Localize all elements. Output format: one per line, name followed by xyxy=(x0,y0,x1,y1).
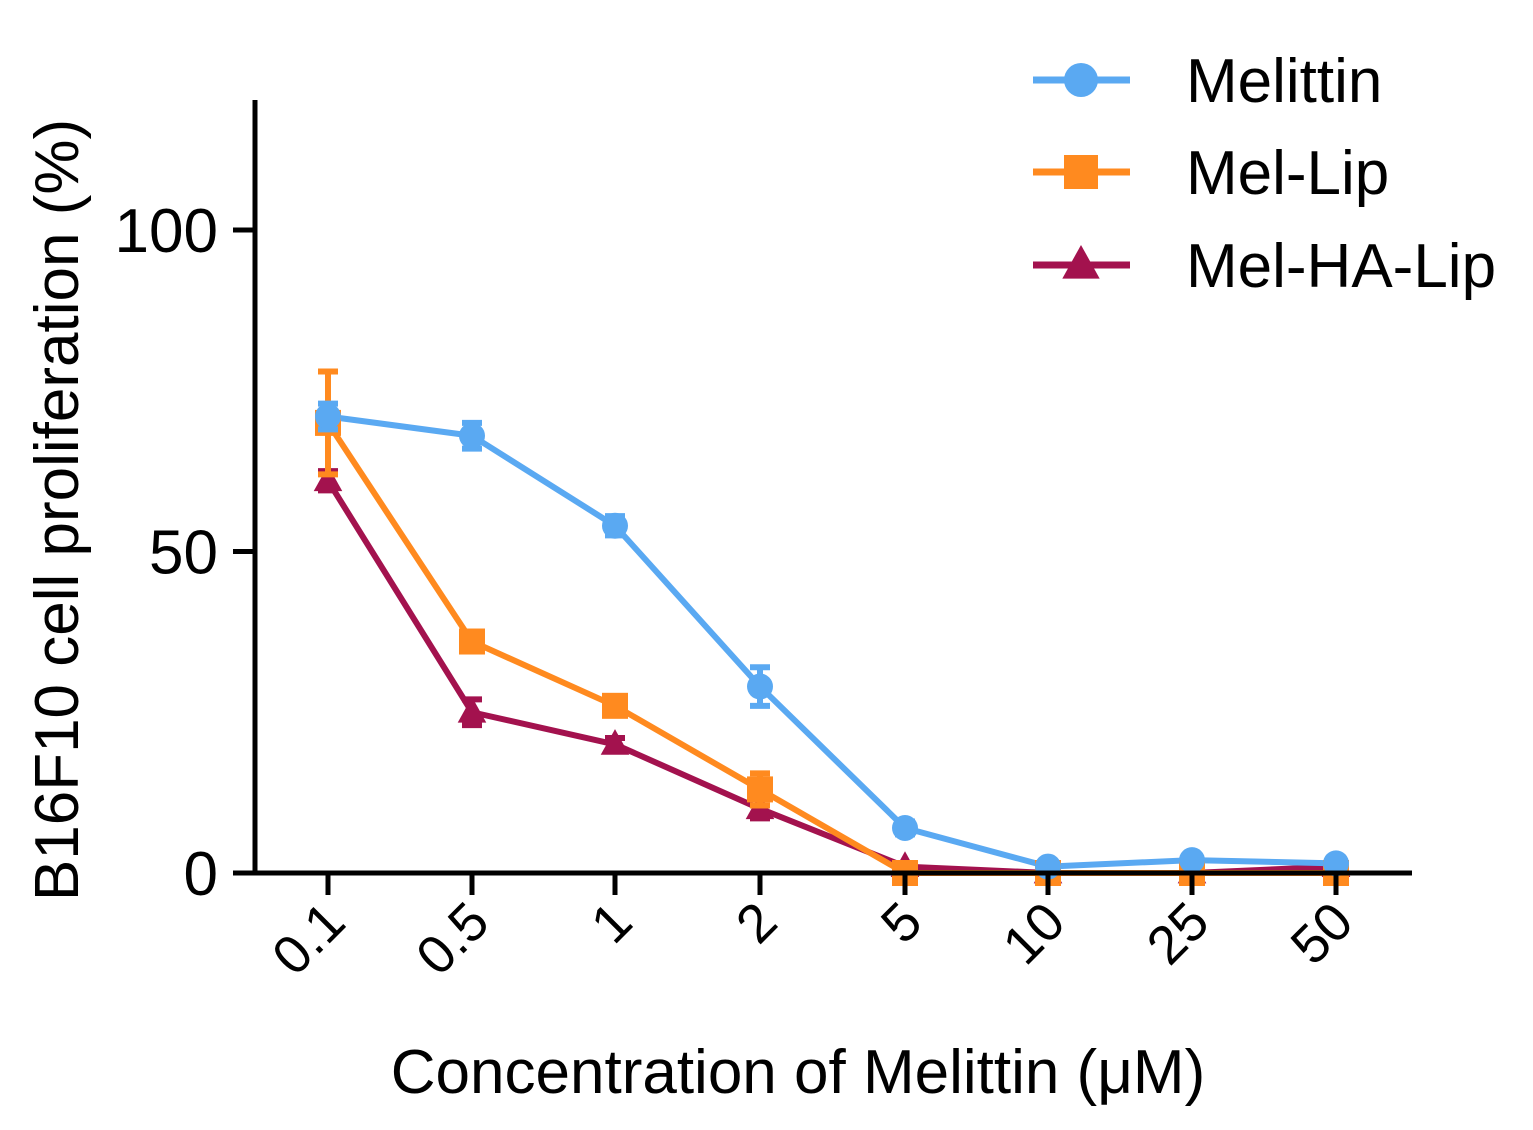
x-ticks: 0.1 0.5 1 2 5 10 25 50 xyxy=(261,873,1365,987)
data-point xyxy=(602,512,628,539)
data-point xyxy=(747,673,773,700)
legend-marker xyxy=(1064,155,1098,189)
series-markers xyxy=(313,368,1351,886)
data-point xyxy=(457,696,487,723)
data-point xyxy=(600,729,630,755)
data-point xyxy=(747,776,773,803)
legend-label: Mel-Lip xyxy=(1186,139,1389,208)
x-tick-label: 0.5 xyxy=(405,891,501,987)
x-tick-label: 2 xyxy=(725,891,789,955)
data-point xyxy=(313,465,343,492)
x-tick-label: 25 xyxy=(1136,891,1221,976)
legend-marker xyxy=(1062,244,1100,279)
data-point xyxy=(602,692,628,719)
data-point xyxy=(315,403,341,430)
y-tick-label: 0 xyxy=(184,840,218,909)
data-point xyxy=(1323,850,1349,877)
x-tick-label: 10 xyxy=(992,891,1077,976)
x-axis-title: Concentration of Melittin (μM) xyxy=(391,1038,1205,1107)
legend: Melittin Mel-Lip Mel-HA-Lip xyxy=(1033,47,1496,301)
data-point xyxy=(1179,847,1205,874)
x-tick-label: 0.1 xyxy=(261,891,357,987)
y-ticks: 0 50 100 xyxy=(115,197,255,909)
legend-label: Mel-HA-Lip xyxy=(1186,232,1496,301)
x-tick-label: 1 xyxy=(580,891,644,955)
series-line-mel-ha-lip xyxy=(325,479,1337,876)
legend-marker xyxy=(1064,63,1098,97)
data-point xyxy=(459,628,485,655)
series-line-melittin xyxy=(327,413,1337,870)
x-tick-label: 5 xyxy=(870,891,934,955)
x-tick-label: 50 xyxy=(1280,891,1365,976)
y-tick-label: 50 xyxy=(149,519,218,588)
y-tick-label: 100 xyxy=(115,197,218,266)
data-point xyxy=(892,814,918,841)
y-axis-title: B16F10 cell proliferation (%) xyxy=(23,119,92,901)
legend-label: Melittin xyxy=(1186,47,1382,116)
data-point xyxy=(459,422,485,449)
